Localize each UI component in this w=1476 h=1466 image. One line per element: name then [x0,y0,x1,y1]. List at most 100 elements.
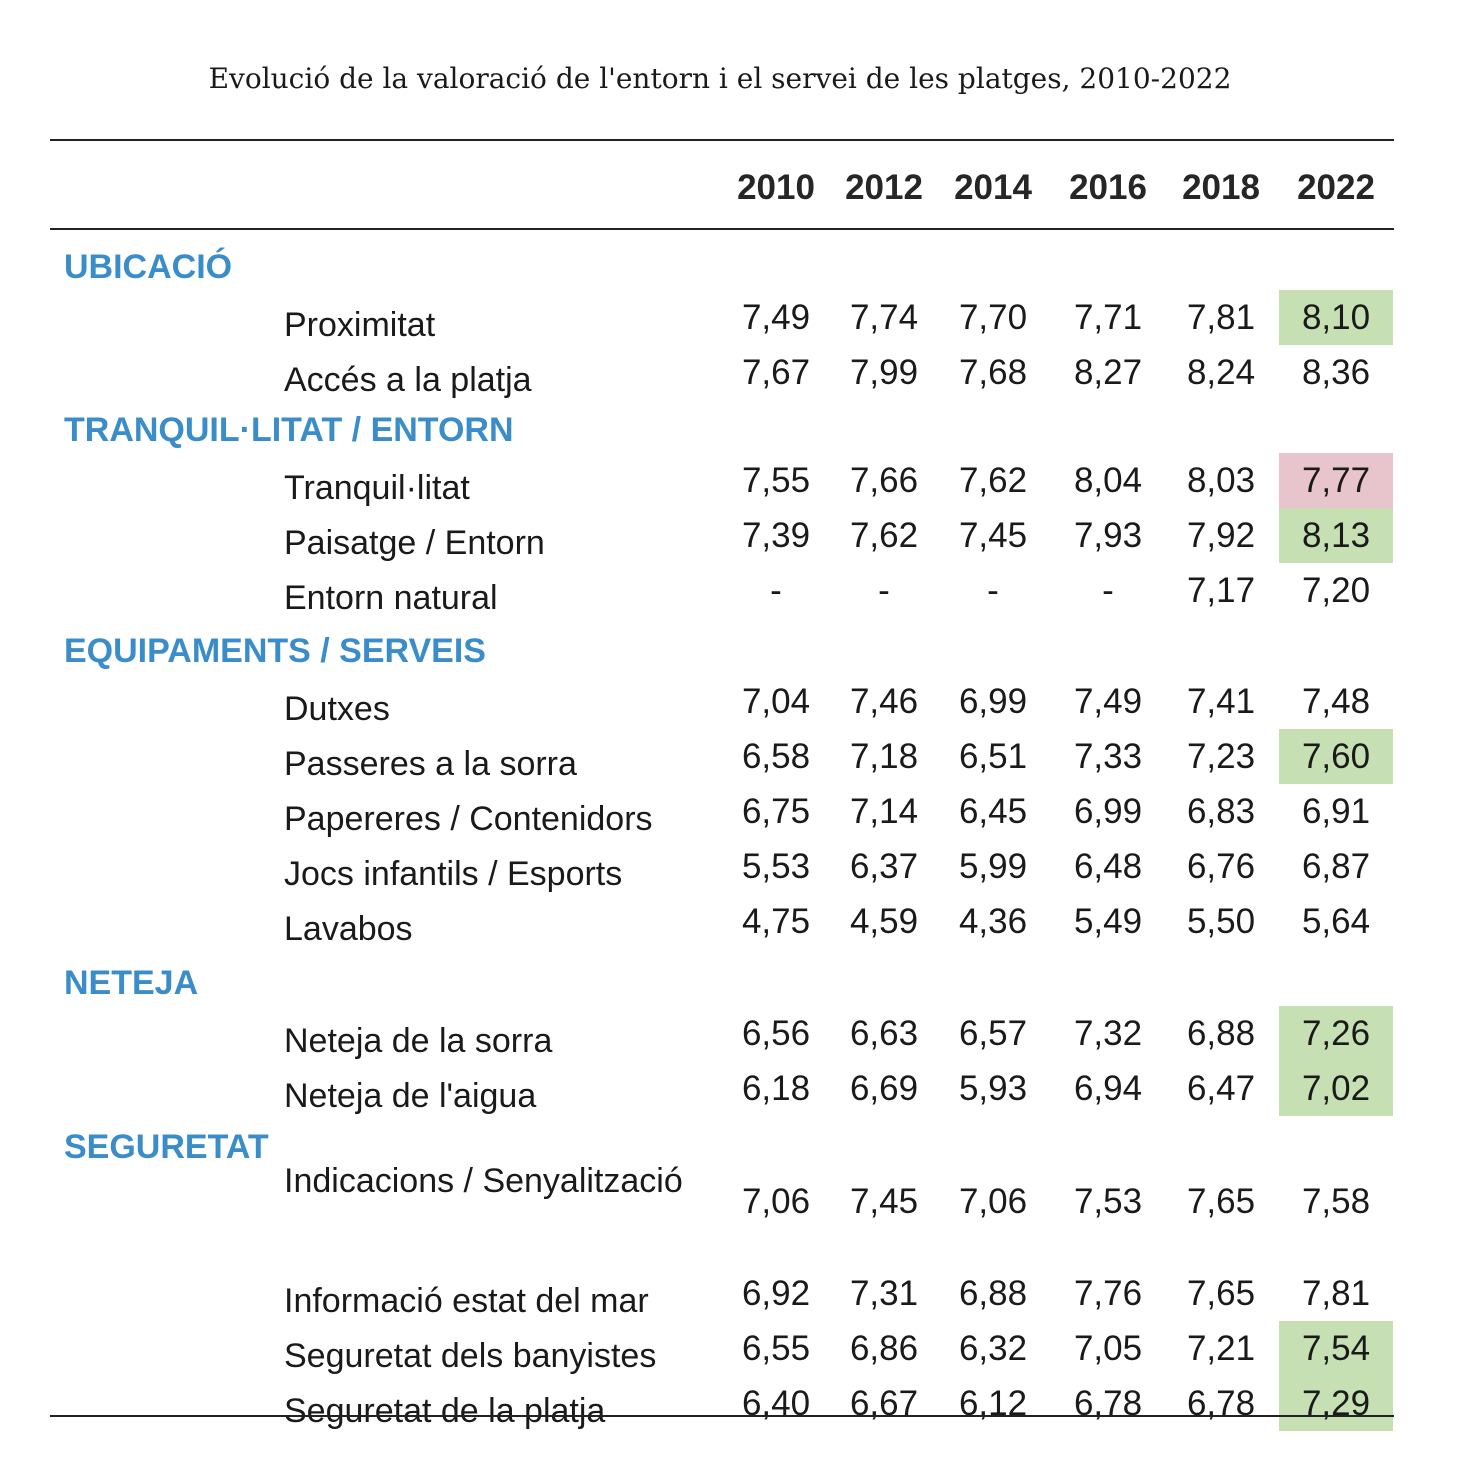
value-cell: 6,40 [741,1384,811,1423]
value-cell: 7,04 [741,682,811,721]
value-cell: 6,88 [958,1274,1028,1313]
value-cell: 6,76 [1186,847,1256,886]
table-row: Tranquil·litat 7,55 7,66 7,62 8,04 8,03 7,77 [0,453,1476,508]
year-header-row: 2010 2012 2014 2016 2018 2022 [0,160,1476,216]
value-cell: 7,54 [1279,1321,1393,1376]
value-cell: 7,31 [849,1274,919,1313]
row-label: Neteja de la sorra [284,1022,553,1060]
value-cell: 6,99 [958,682,1028,721]
value-cell: - [770,571,782,610]
value-cell: 7,20 [1301,571,1371,610]
value-cell: 7,71 [1073,298,1143,337]
value-cell: 7,55 [741,461,811,500]
value-cell: 7,32 [1073,1014,1143,1053]
value-cell: 7,65 [1186,1182,1256,1221]
value-cell: 6,63 [849,1014,919,1053]
value-cell: 6,37 [849,847,919,886]
value-cell: 6,51 [958,737,1028,776]
value-cell: 6,58 [741,737,811,776]
value-cell: 6,69 [849,1069,919,1108]
year-header: 2014 [954,168,1032,207]
value-cell: 8,27 [1073,353,1143,392]
section-heading: UBICACIÓ [64,248,233,286]
value-cell: 6,78 [1186,1384,1256,1423]
value-cell: 5,64 [1301,902,1371,941]
row-label: Informació estat del mar [284,1282,649,1320]
value-cell: 6,67 [849,1384,919,1423]
value-cell: 7,06 [741,1182,811,1221]
value-cell: 7,68 [958,353,1028,392]
value-cell: 7,45 [958,516,1028,555]
value-cell: 7,48 [1301,682,1371,721]
table-row: Jocs infantils / Esports 5,53 6,37 5,99 6,48… [0,839,1476,894]
row-label: Entorn natural [284,579,498,617]
row-label: Dutxes [284,690,390,728]
table-row: Passeres a la sorra 6,58 7,18 6,51 7,33 7,23 7… [0,729,1476,784]
row-label: Lavabos [284,910,413,948]
row-label: Tranquil·litat [284,469,470,507]
value-cell: 7,70 [958,298,1028,337]
value-cell: 4,36 [958,902,1028,941]
row-label: Seguretat de la platja [284,1392,606,1430]
value-cell: 7,26 [1279,1006,1393,1061]
value-cell: 8,24 [1186,353,1256,392]
value-cell: 6,86 [849,1329,919,1368]
value-cell: 6,92 [741,1274,811,1313]
row-label: Accés a la platja [284,361,532,399]
value-cell: 6,99 [1073,792,1143,831]
value-cell: 4,59 [849,902,919,941]
value-cell: 7,62 [958,461,1028,500]
table-row: Paisatge / Entorn 7,39 7,62 7,45 7,93 7,92 8,1… [0,508,1476,563]
value-cell: 7,60 [1279,729,1393,784]
value-cell: 7,33 [1073,737,1143,776]
row-label: Passeres a la sorra [284,745,577,783]
year-header: 2012 [845,168,923,207]
value-cell: 6,88 [1186,1014,1256,1053]
value-cell: 7,41 [1186,682,1256,721]
value-cell: 8,10 [1279,290,1393,345]
value-cell: 6,78 [1073,1384,1143,1423]
value-cell: 8,13 [1279,508,1393,563]
value-cell: 7,67 [741,353,811,392]
value-cell: 7,05 [1073,1329,1143,1368]
value-cell: - [878,571,890,610]
value-cell: 7,81 [1186,298,1256,337]
row-label: Indicacions / Senyalització [284,1162,683,1200]
bottom-rule [50,1415,1394,1417]
header-rule [50,228,1394,230]
value-cell: 6,48 [1073,847,1143,886]
value-cell: 5,93 [958,1069,1028,1108]
section-heading: EQUIPAMENTS / SERVEIS [64,632,486,670]
row-label: Paisatge / Entorn [284,524,545,562]
value-cell: 5,99 [958,847,1028,886]
year-header: 2016 [1069,168,1147,207]
value-cell: 7,45 [849,1182,919,1221]
top-rule [50,139,1394,141]
table-row: Accés a la platja 7,67 7,99 7,68 8,27 8,24 8,3… [0,345,1476,400]
value-cell: 6,47 [1186,1069,1256,1108]
value-cell: 7,46 [849,682,919,721]
value-cell: 6,94 [1073,1069,1143,1108]
value-cell: 7,14 [849,792,919,831]
section-heading: SEGURETAT [64,1128,269,1166]
value-cell: 5,49 [1073,902,1143,941]
table-row: Entorn natural - - - - 7,17 7,20 [0,563,1476,618]
value-cell: 7,66 [849,461,919,500]
table-row: Lavabos 4,75 4,59 4,36 5,49 5,50 5,64 [0,894,1476,949]
value-cell: 7,58 [1301,1182,1371,1221]
value-cell: 7,23 [1186,737,1256,776]
value-cell: - [1102,571,1114,610]
value-cell: 6,12 [958,1384,1028,1423]
value-cell: 6,87 [1301,847,1371,886]
value-cell: 7,92 [1186,516,1256,555]
value-cell: 6,56 [741,1014,811,1053]
value-cell: 8,03 [1186,461,1256,500]
value-cell: 6,75 [741,792,811,831]
table-row: Neteja de l'aigua 6,18 6,69 5,93 6,94 6,47 7,0… [0,1061,1476,1116]
section-heading: TRANQUIL·LITAT / ENTORN [64,411,514,449]
table-row: Seguretat dels banyistes 6,55 6,86 6,32 7,05… [0,1321,1476,1376]
value-cell: 7,81 [1301,1274,1371,1313]
value-cell: 7,02 [1279,1061,1393,1116]
value-cell: 7,18 [849,737,919,776]
row-label: Jocs infantils / Esports [284,855,623,893]
